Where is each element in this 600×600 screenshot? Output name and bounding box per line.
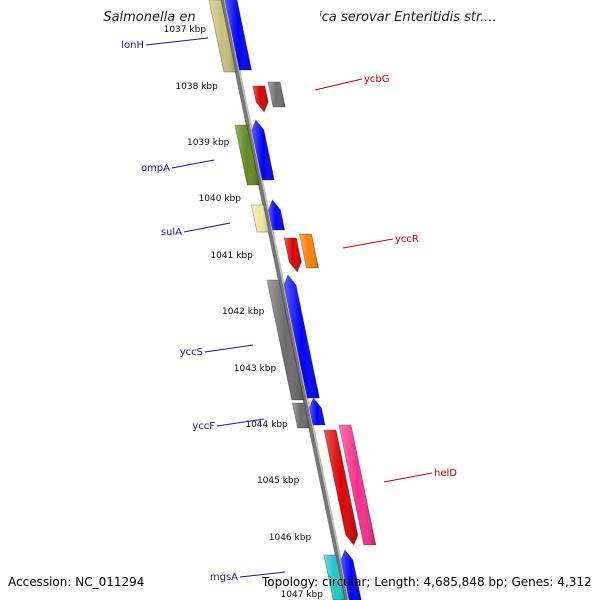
kbp-label: 1044 kbp <box>245 420 288 430</box>
gene-yccF-shade <box>292 403 310 428</box>
label-layer: 1037 kbp 1038 kbp 1039 kbp 1040 kbp 1041 kbp… <box>121 25 457 600</box>
gene-lonH <box>208 0 237 73</box>
gene-sulA <box>250 204 270 233</box>
cds-ycbG-shade <box>267 82 286 107</box>
cds-helD <box>338 424 377 546</box>
gene-label-yccR: yccR <box>395 234 419 245</box>
cds-lonH <box>224 0 252 71</box>
gene-mgsA-shade <box>323 555 346 600</box>
cds-helD-shade <box>338 425 376 545</box>
leader-yccR <box>342 238 394 249</box>
kbp-label: 1047 kbp <box>281 590 324 600</box>
cds-yccF <box>309 397 326 426</box>
gene-label-ompA: ompA <box>141 163 170 174</box>
leader-ompA <box>171 159 215 169</box>
kbp-label: 1046 kbp <box>269 533 312 543</box>
leader-helD <box>383 472 433 483</box>
kbp-label: 1039 kbp <box>187 138 230 148</box>
kbp-label: 1041 kbp <box>210 251 253 261</box>
cds-sulA <box>268 199 286 231</box>
cds-ompA <box>251 119 275 181</box>
kbp-label: 1045 kbp <box>257 476 300 486</box>
gene-ycbG-shade <box>252 86 269 112</box>
gene-yccF <box>291 402 311 429</box>
gene-yccR <box>283 237 302 273</box>
gene-label-yccS: yccS <box>180 347 203 358</box>
cds-mgsA-shade <box>340 550 362 600</box>
cds-lonH-shade <box>225 0 252 70</box>
cds-ompA-shade <box>251 120 275 180</box>
gene-helD <box>323 429 359 546</box>
gene-helD-shade <box>324 430 358 545</box>
gene-yccS-shade <box>266 280 304 400</box>
gene-label-lonH: lonH <box>121 40 144 51</box>
gene-layer <box>208 0 377 600</box>
leader-mgsA <box>239 571 286 578</box>
gene-label-ycbG: ycbG <box>364 74 390 85</box>
gene-yccR-shade <box>284 238 302 272</box>
cds-yccS <box>283 274 320 399</box>
accession-text: Accession: NC_011294 <box>8 575 145 589</box>
cds-yccF-shade <box>309 398 325 425</box>
kbp-label: 1040 kbp <box>199 194 242 204</box>
genome-stats-text: Topology: circular; Length: 4,685,848 bp… <box>262 575 592 589</box>
gene-ompA-shade <box>234 125 260 185</box>
leader-ycbG <box>314 78 363 91</box>
leader-yccF <box>216 418 265 427</box>
gene-label-mgsA: mgsA <box>210 572 238 583</box>
gene-label-helD: helD <box>434 468 457 479</box>
leader-lonH <box>145 37 209 46</box>
kbp-label: 1038 kbp <box>175 82 218 92</box>
gene-ompA <box>234 124 260 186</box>
leader-yccS <box>204 344 254 353</box>
cds-sulA-shade <box>268 200 285 230</box>
backbone-line <box>220 0 349 600</box>
cds-yccS-shade <box>283 275 320 398</box>
kbp-label: 1043 kbp <box>234 364 277 374</box>
gene-sulA-shade <box>251 205 270 232</box>
kbp-label: 1037 kbp <box>164 25 207 35</box>
gene-label-sulA: sulA <box>161 227 182 238</box>
cds-mgsA <box>340 549 362 600</box>
leader-sulA <box>183 222 231 233</box>
gene-yccS <box>266 279 305 401</box>
cds-yccR <box>298 233 319 269</box>
kbp-label: 1042 kbp <box>222 307 265 317</box>
gene-ycbG <box>252 85 269 113</box>
gene-lonH-shade <box>209 0 236 72</box>
gene-mgsA <box>323 554 346 600</box>
gene-label-yccF: yccF <box>192 421 215 432</box>
cds-ycbG <box>267 81 286 108</box>
cds-yccR-shade <box>299 234 319 268</box>
